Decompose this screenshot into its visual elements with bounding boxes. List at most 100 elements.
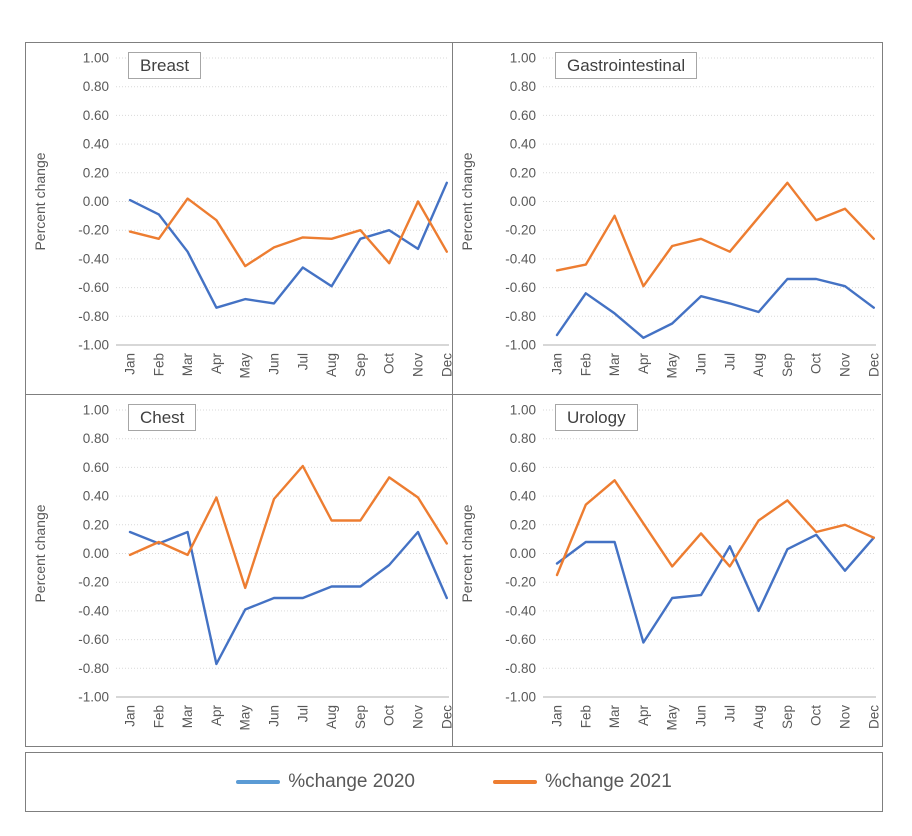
legend-line-swatch-2021 [493,780,537,784]
x-tick-label: Feb [578,705,593,728]
y-tick-label: -1.00 [78,338,109,353]
x-tick-label: Dec [439,705,453,729]
x-tick-label: Apr [209,353,224,375]
x-tick-label: Oct [382,353,397,374]
x-tick-label: Oct [809,705,824,726]
x-tick-label: Jun [694,353,709,375]
y-tick-label: -0.40 [78,251,109,266]
x-tick-label: Apr [636,353,651,375]
x-tick-label: Dec [866,705,881,729]
x-tick-label: Jun [694,705,709,727]
panel-gastrointestinal: Gastrointestinal Percent change 1.00 0.80… [453,43,881,395]
x-tick-label: Aug [751,353,766,377]
y-tick-label: -0.60 [505,280,536,295]
x-tick-label: Jul [295,705,310,722]
panel-title-chest: Chest [128,404,197,432]
y-tick-label: 0.00 [510,194,536,209]
x-tick-label: Jun [267,705,282,727]
y-tick-label: -0.20 [78,575,109,590]
y-tick-label: -0.40 [505,603,536,618]
y-tick-label: -0.80 [505,309,536,324]
y-tick-label: 0.20 [510,517,536,532]
panel-urology: Urology Percent change 1.00 0.80 0.60 0.40 0… [453,395,881,746]
y-tick-label: 1.00 [510,403,536,418]
legend-line-swatch-2020 [236,780,281,784]
x-tick-label: Mar [180,352,195,376]
y-tick-label: 0.40 [510,137,536,152]
x-tick-label: Feb [151,353,166,376]
y-tick-label: -1.00 [505,690,536,705]
y-tick-label: 0.60 [83,460,109,475]
y-tick-label: -0.60 [78,280,109,295]
y-tick-label: 0.80 [510,79,536,94]
x-tick-label: Jun [267,353,282,375]
x-tick-label: Sep [780,353,795,377]
x-tick-label: Feb [151,705,166,728]
legend: %change 2020 %change 2021 [25,752,883,812]
line-chart-chest: 1.00 0.80 0.60 0.40 0.20 0.00 -0.20 -0.40 -0.60 -… [78,403,453,731]
x-tick-label: Sep [353,353,368,377]
y-tick-label: -0.40 [505,251,536,266]
y-tick-label: 0.60 [510,460,536,475]
x-tick-label: Mar [180,704,195,728]
y-tick-label: -1.00 [505,338,536,353]
x-tick-label: Dec [439,353,453,377]
y-tick-label: 0.40 [83,137,109,152]
panel-breast: Breast Percent change 1.00 0.80 0.60 0.40 0.… [26,43,453,395]
x-tick-label: Nov [838,353,853,377]
x-tick-label: Nov [411,353,426,377]
y-tick-label: 0.80 [83,79,109,94]
y-tick-label: -0.80 [78,661,109,676]
y-tick-label: 1.00 [83,403,109,418]
x-tick-label: Oct [382,705,397,726]
legend-item-2021: %change 2021 [493,771,672,793]
x-tick-label: Sep [353,705,368,729]
panel-chest: Chest Percent change 1.00 0.80 0.60 0.40 0.2… [26,395,453,746]
x-tick-label: Nov [411,705,426,729]
series-line-2020 [128,181,448,309]
figure: Breast Percent change 1.00 0.80 0.60 0.40 0.… [25,42,883,812]
legend-label-2021: %change 2021 [545,771,672,792]
x-tick-label: Jul [722,705,737,722]
series-line-2021 [555,181,875,288]
y-tick-label: 0.60 [83,108,109,123]
x-tick-label: Oct [809,353,824,374]
x-tick-label: May [238,705,253,731]
line-chart-gastrointestinal: 1.00 0.80 0.60 0.40 0.20 0.00 -0.20 -0.40 -0.60 -… [505,51,881,379]
x-tick-label: Jan [123,705,138,727]
series-line-2020 [555,533,875,644]
y-tick-label: 0.40 [510,489,536,504]
y-tick-label: 1.00 [83,51,109,66]
y-tick-label: -0.20 [505,575,536,590]
x-tick-label: Mar [607,704,622,728]
y-tick-label: -0.80 [78,309,109,324]
x-tick-label: Aug [324,353,339,377]
panel-title-gastrointestinal: Gastrointestinal [555,52,698,80]
panel-title-urology: Urology [555,404,638,432]
y-tick-label: 0.20 [83,517,109,532]
x-tick-label: Sep [780,705,795,729]
x-tick-label: Apr [209,705,224,727]
y-tick-label: 0.00 [83,546,109,561]
x-tick-label: Mar [607,352,622,376]
y-tick-label: -0.80 [505,661,536,676]
y-tick-label: 0.00 [83,194,109,209]
x-tick-label: Jul [295,353,310,370]
y-tick-label: -0.60 [505,632,536,647]
x-tick-label: Aug [324,705,339,729]
line-chart-urology: 1.00 0.80 0.60 0.40 0.20 0.00 -0.20 -0.40 -0.60 -… [505,403,881,731]
series-line-2021 [128,197,448,268]
y-tick-label: -1.00 [78,690,109,705]
legend-item-2020: %change 2020 [236,771,415,793]
y-tick-label: -0.60 [78,632,109,647]
legend-label-2020: %change 2020 [288,771,415,792]
x-tick-label: Jan [123,353,138,375]
y-tick-label: 0.60 [510,108,536,123]
y-tick-label: 0.40 [83,489,109,504]
series-line-2021 [555,479,875,577]
panel-title-breast: Breast [128,52,202,80]
y-tick-label: 0.20 [83,165,109,180]
x-tick-label: Dec [866,353,881,377]
line-chart-breast: 1.00 0.80 0.60 0.40 0.20 0.00 -0.20 -0.40 -0.60 -… [78,51,453,379]
